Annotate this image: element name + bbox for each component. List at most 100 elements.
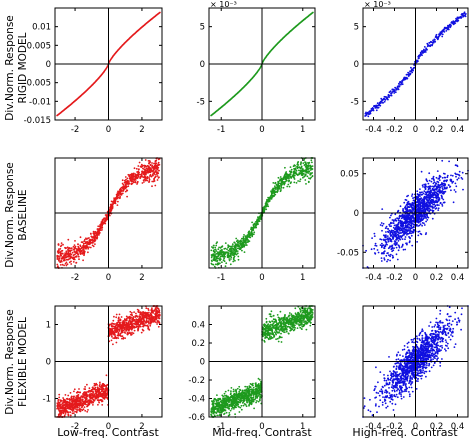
data-point: [66, 401, 69, 404]
data-point: [383, 234, 386, 237]
data-point: [146, 170, 149, 172]
data-point: [397, 87, 399, 89]
data-point: [226, 248, 228, 251]
data-point: [432, 196, 435, 199]
data-point: [232, 254, 235, 256]
data-point: [73, 244, 76, 247]
data-point: [411, 244, 414, 247]
data-point: [277, 189, 279, 192]
data-point: [417, 230, 420, 233]
data-point: [438, 188, 441, 191]
data-point: [149, 169, 152, 172]
data-point: [69, 392, 72, 394]
data-point: [392, 222, 395, 225]
data-point: [56, 257, 59, 260]
data-point: [388, 254, 390, 257]
data-point: [237, 255, 240, 258]
x-tick-label: -1: [217, 273, 225, 283]
data-point: [439, 190, 441, 193]
data-point: [304, 174, 307, 177]
data-point: [456, 173, 459, 176]
data-point: [423, 48, 425, 51]
data-point: [402, 215, 405, 218]
data-point: [221, 251, 224, 254]
data-point: [454, 22, 457, 24]
data-point: [69, 411, 72, 414]
data-point: [86, 410, 89, 413]
data-point: [262, 207, 265, 210]
data-point: [450, 189, 452, 192]
data-point: [59, 264, 62, 266]
data-point: [443, 180, 445, 183]
data-point: [430, 200, 433, 203]
data-point: [280, 181, 283, 184]
data-point: [228, 259, 231, 262]
data-point: [142, 179, 145, 182]
x-tick-label: 0.4: [451, 273, 465, 283]
data-point: [154, 165, 157, 167]
data-point: [423, 208, 426, 211]
data-point: [377, 106, 380, 109]
data-point: [100, 223, 102, 226]
data-point: [383, 252, 385, 255]
data-point: [442, 198, 445, 201]
data-point: [130, 311, 133, 314]
data-point: [387, 98, 389, 101]
data-point: [157, 161, 160, 164]
data-point: [143, 181, 145, 183]
data-point: [117, 331, 120, 334]
y-exponent-label: × 10⁻³: [364, 0, 391, 9]
data-point: [409, 221, 412, 224]
data-point: [142, 325, 145, 328]
data-point: [430, 180, 433, 183]
data-point: [403, 232, 406, 235]
data-point: [391, 256, 394, 259]
data-point: [131, 178, 134, 181]
data-point: [235, 249, 238, 252]
data-point: [390, 225, 392, 228]
data-point: [383, 257, 386, 259]
data-point: [398, 82, 400, 85]
data-point: [276, 191, 278, 194]
data-point: [394, 244, 397, 247]
data-point: [438, 179, 441, 182]
data-point: [294, 171, 297, 174]
data-point: [94, 243, 96, 246]
data-point: [387, 231, 390, 234]
data-point: [272, 182, 275, 184]
data-point: [396, 258, 399, 261]
data-point: [389, 253, 392, 256]
data-point: [213, 254, 216, 257]
data-point: [287, 183, 290, 186]
data-point: [120, 190, 123, 193]
data-point: [67, 254, 70, 257]
data-point: [151, 185, 153, 188]
data-point: [63, 401, 65, 404]
data-point: [410, 224, 412, 227]
data-point: [250, 228, 252, 231]
data-point: [425, 185, 427, 188]
data-point: [117, 333, 120, 336]
data-point: [431, 217, 434, 220]
data-point: [117, 196, 119, 199]
data-point: [230, 258, 232, 260]
data-point: [393, 235, 396, 237]
data-point: [406, 224, 409, 227]
data-point: [75, 250, 78, 253]
x-tick-label: 0: [259, 273, 264, 283]
data-point: [284, 178, 287, 181]
data-point: [293, 168, 296, 170]
data-point: [141, 170, 144, 173]
data-point: [379, 224, 382, 226]
data-point: [430, 205, 432, 208]
data-point: [88, 237, 90, 239]
data-point: [307, 172, 310, 174]
data-point: [297, 180, 299, 182]
x-tick-label: -0.2: [386, 125, 403, 135]
data-point: [418, 193, 421, 196]
data-point: [401, 225, 404, 227]
data-point: [416, 201, 419, 204]
data-point: [79, 236, 82, 239]
x-tick-label: -0.4: [365, 273, 382, 283]
data-point: [383, 247, 386, 250]
